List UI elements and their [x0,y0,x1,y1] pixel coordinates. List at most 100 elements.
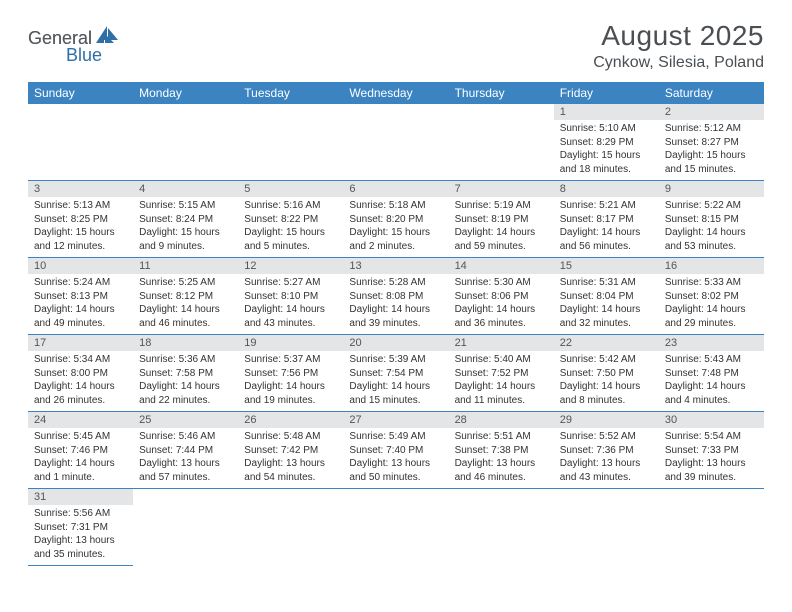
day-number: 3 [28,181,133,197]
weekday-saturday: Saturday [659,82,764,104]
day-cell-2: 2Sunrise: 5:12 AMSunset: 8:27 PMDaylight… [659,104,764,181]
day-number: 24 [28,412,133,428]
sunset-line: Sunset: 8:19 PM [455,213,548,227]
sunset-line: Sunset: 7:36 PM [560,444,653,458]
empty-cell [449,489,554,566]
calendar-row: 1Sunrise: 5:10 AMSunset: 8:29 PMDaylight… [28,104,764,181]
sunrise-line: Sunrise: 5:27 AM [244,276,337,290]
sunrise-line: Sunrise: 5:21 AM [560,199,653,213]
sunset-line: Sunset: 8:25 PM [34,213,127,227]
day-cell-29: 29Sunrise: 5:52 AMSunset: 7:36 PMDayligh… [554,412,659,489]
day-number: 20 [343,335,448,351]
sunset-line: Sunset: 7:58 PM [139,367,232,381]
day-cell-25: 25Sunrise: 5:46 AMSunset: 7:44 PMDayligh… [133,412,238,489]
empty-cell [238,104,343,181]
weekday-monday: Monday [133,82,238,104]
daylight-line: Daylight: 14 hours and 49 minutes. [34,303,127,330]
day-cell-27: 27Sunrise: 5:49 AMSunset: 7:40 PMDayligh… [343,412,448,489]
day-cell-24: 24Sunrise: 5:45 AMSunset: 7:46 PMDayligh… [28,412,133,489]
day-content: Sunrise: 5:49 AMSunset: 7:40 PMDaylight:… [343,428,448,488]
sunset-line: Sunset: 8:13 PM [34,290,127,304]
sunset-line: Sunset: 7:52 PM [455,367,548,381]
day-content: Sunrise: 5:54 AMSunset: 7:33 PMDaylight:… [659,428,764,488]
day-cell-23: 23Sunrise: 5:43 AMSunset: 7:48 PMDayligh… [659,335,764,412]
weekday-header-row: SundayMondayTuesdayWednesdayThursdayFrid… [28,82,764,104]
sunset-line: Sunset: 8:27 PM [665,136,758,150]
day-cell-30: 30Sunrise: 5:54 AMSunset: 7:33 PMDayligh… [659,412,764,489]
day-number: 25 [133,412,238,428]
day-cell-12: 12Sunrise: 5:27 AMSunset: 8:10 PMDayligh… [238,258,343,335]
day-number: 2 [659,104,764,120]
day-content: Sunrise: 5:39 AMSunset: 7:54 PMDaylight:… [343,351,448,411]
sunset-line: Sunset: 8:20 PM [349,213,442,227]
day-number: 22 [554,335,659,351]
day-number: 27 [343,412,448,428]
header: General General [28,20,764,72]
sunset-line: Sunset: 7:56 PM [244,367,337,381]
day-cell-13: 13Sunrise: 5:28 AMSunset: 8:08 PMDayligh… [343,258,448,335]
sunset-line: Sunset: 7:42 PM [244,444,337,458]
day-number: 19 [238,335,343,351]
day-content: Sunrise: 5:12 AMSunset: 8:27 PMDaylight:… [659,120,764,180]
day-number: 15 [554,258,659,274]
day-cell-21: 21Sunrise: 5:40 AMSunset: 7:52 PMDayligh… [449,335,554,412]
daylight-line: Daylight: 14 hours and 32 minutes. [560,303,653,330]
day-cell-20: 20Sunrise: 5:39 AMSunset: 7:54 PMDayligh… [343,335,448,412]
location: Cynkow, Silesia, Poland [593,54,764,72]
day-cell-19: 19Sunrise: 5:37 AMSunset: 7:56 PMDayligh… [238,335,343,412]
sunrise-line: Sunrise: 5:25 AM [139,276,232,290]
daylight-line: Daylight: 14 hours and 59 minutes. [455,226,548,253]
empty-cell [343,489,448,566]
calendar-body: 1Sunrise: 5:10 AMSunset: 8:29 PMDaylight… [28,104,764,566]
day-content: Sunrise: 5:51 AMSunset: 7:38 PMDaylight:… [449,428,554,488]
daylight-line: Daylight: 14 hours and 15 minutes. [349,380,442,407]
day-cell-18: 18Sunrise: 5:36 AMSunset: 7:58 PMDayligh… [133,335,238,412]
sunrise-line: Sunrise: 5:43 AM [665,353,758,367]
day-cell-9: 9Sunrise: 5:22 AMSunset: 8:15 PMDaylight… [659,181,764,258]
sunrise-line: Sunrise: 5:40 AM [455,353,548,367]
logo-full: General Blue [28,20,115,66]
day-number: 8 [554,181,659,197]
sunrise-line: Sunrise: 5:54 AM [665,430,758,444]
day-content: Sunrise: 5:16 AMSunset: 8:22 PMDaylight:… [238,197,343,257]
sunset-line: Sunset: 7:46 PM [34,444,127,458]
day-number: 11 [133,258,238,274]
sunset-line: Sunset: 8:04 PM [560,290,653,304]
day-cell-5: 5Sunrise: 5:16 AMSunset: 8:22 PMDaylight… [238,181,343,258]
sunrise-line: Sunrise: 5:33 AM [665,276,758,290]
day-cell-11: 11Sunrise: 5:25 AMSunset: 8:12 PMDayligh… [133,258,238,335]
daylight-line: Daylight: 14 hours and 43 minutes. [244,303,337,330]
daylight-line: Daylight: 13 hours and 39 minutes. [665,457,758,484]
day-cell-16: 16Sunrise: 5:33 AMSunset: 8:02 PMDayligh… [659,258,764,335]
day-content: Sunrise: 5:36 AMSunset: 7:58 PMDaylight:… [133,351,238,411]
daylight-line: Daylight: 13 hours and 43 minutes. [560,457,653,484]
sunrise-line: Sunrise: 5:30 AM [455,276,548,290]
day-number: 18 [133,335,238,351]
day-number: 1 [554,104,659,120]
daylight-line: Daylight: 15 hours and 18 minutes. [560,149,653,176]
sunrise-line: Sunrise: 5:18 AM [349,199,442,213]
day-content: Sunrise: 5:21 AMSunset: 8:17 PMDaylight:… [554,197,659,257]
day-cell-7: 7Sunrise: 5:19 AMSunset: 8:19 PMDaylight… [449,181,554,258]
sunset-line: Sunset: 7:33 PM [665,444,758,458]
day-cell-22: 22Sunrise: 5:42 AMSunset: 7:50 PMDayligh… [554,335,659,412]
day-cell-6: 6Sunrise: 5:18 AMSunset: 8:20 PMDaylight… [343,181,448,258]
day-number: 31 [28,489,133,505]
logo-word2: Blue [66,45,102,65]
calendar-table: SundayMondayTuesdayWednesdayThursdayFrid… [28,82,764,566]
daylight-line: Daylight: 14 hours and 46 minutes. [139,303,232,330]
weekday-tuesday: Tuesday [238,82,343,104]
empty-cell [28,104,133,181]
sunset-line: Sunset: 7:38 PM [455,444,548,458]
day-number: 21 [449,335,554,351]
daylight-line: Daylight: 15 hours and 9 minutes. [139,226,232,253]
daylight-line: Daylight: 13 hours and 35 minutes. [34,534,127,561]
sunset-line: Sunset: 7:40 PM [349,444,442,458]
sunrise-line: Sunrise: 5:51 AM [455,430,548,444]
day-number: 17 [28,335,133,351]
daylight-line: Daylight: 13 hours and 57 minutes. [139,457,232,484]
daylight-line: Daylight: 14 hours and 53 minutes. [665,226,758,253]
sunset-line: Sunset: 7:50 PM [560,367,653,381]
sunrise-line: Sunrise: 5:10 AM [560,122,653,136]
sunrise-line: Sunrise: 5:42 AM [560,353,653,367]
